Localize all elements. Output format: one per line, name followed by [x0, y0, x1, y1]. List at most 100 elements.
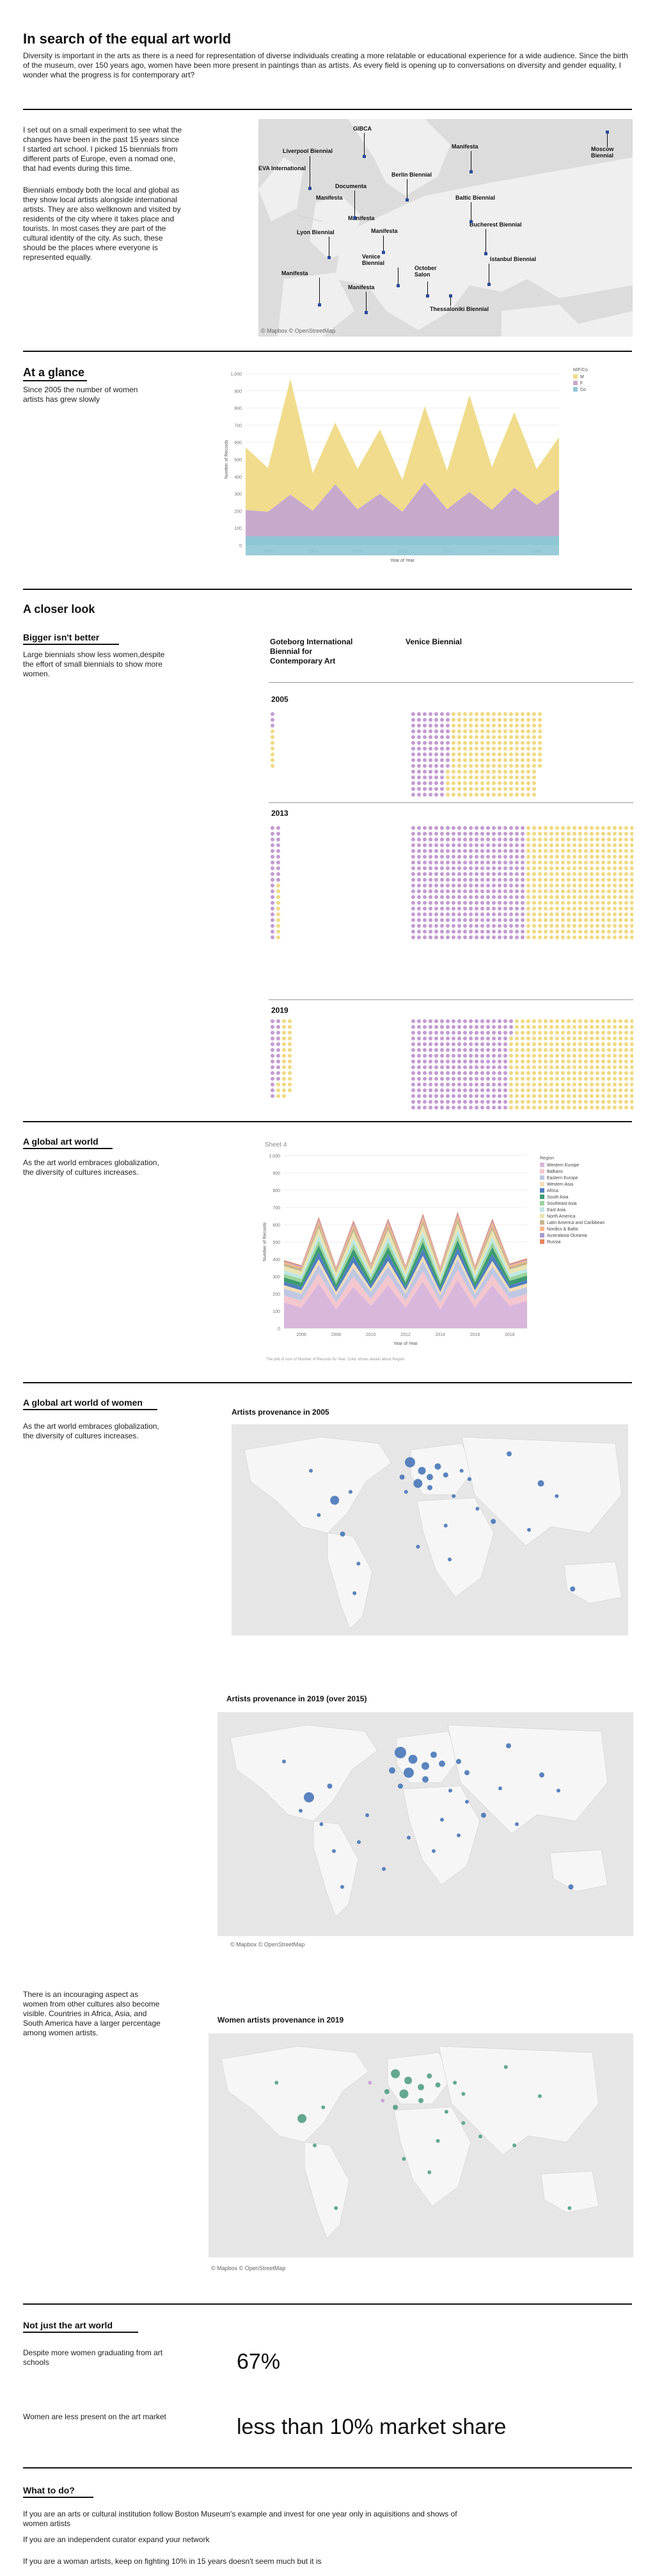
dot-male	[555, 1019, 559, 1023]
dot-female	[463, 872, 467, 876]
biennial-pin[interactable]	[353, 216, 356, 219]
biennial-pin[interactable]	[318, 303, 321, 306]
provenance-bubble	[304, 1792, 314, 1802]
dot-male	[276, 901, 280, 905]
dot-female	[452, 935, 455, 939]
dot-female	[486, 1106, 490, 1109]
dot-female	[446, 878, 450, 882]
biennial-pin[interactable]	[363, 155, 366, 158]
dot-male	[596, 838, 599, 841]
dot-female	[417, 1031, 421, 1035]
biennial-pin[interactable]	[365, 311, 368, 314]
dot-male	[607, 1060, 611, 1063]
world-map-2005[interactable]	[232, 1424, 628, 1635]
dot-male	[515, 1019, 519, 1023]
dot-male	[282, 1083, 286, 1086]
dot-female	[475, 918, 478, 922]
dot-female	[521, 895, 525, 899]
women-text: As the art world embraces globalization,…	[23, 1422, 159, 1440]
section-divider	[23, 351, 632, 352]
dot-male	[503, 781, 507, 785]
dot-female	[503, 930, 507, 934]
dot-female	[486, 861, 490, 864]
dot-female	[452, 843, 455, 847]
world-map-women-2019[interactable]	[209, 2033, 633, 2257]
dot-male	[463, 752, 467, 756]
dot-female	[429, 849, 432, 853]
dot-male	[590, 838, 594, 841]
world-map-2019[interactable]	[217, 1712, 633, 1936]
dot-female	[429, 930, 432, 934]
dot-male	[526, 855, 530, 859]
dot-male	[549, 1054, 553, 1058]
dot-male	[463, 758, 467, 762]
provenance-bubble	[567, 2206, 572, 2210]
dot-male	[521, 724, 525, 727]
biennial-pin[interactable]	[487, 283, 491, 286]
dot-female	[423, 1025, 427, 1029]
dot-male	[492, 729, 496, 733]
dot-female	[509, 907, 513, 910]
dot-male	[469, 729, 473, 733]
dot-male	[538, 1065, 542, 1069]
dot-male	[532, 1100, 536, 1104]
dot-male	[555, 1025, 559, 1029]
map-landmass	[549, 1849, 608, 1892]
biennial-pin[interactable]	[308, 187, 312, 190]
dot-male	[619, 1077, 622, 1081]
dot-female	[475, 1019, 478, 1023]
dot-female	[440, 752, 444, 756]
dot-male	[509, 1094, 513, 1098]
dot-male	[469, 724, 473, 727]
dot-female	[411, 758, 415, 762]
dot-male	[572, 838, 576, 841]
dot-female	[429, 1031, 432, 1035]
dot-male	[590, 1048, 594, 1052]
dot-female	[271, 1071, 274, 1075]
europe-map[interactable]: GIBCA Liverpool Biennial EVA Internation…	[258, 119, 633, 337]
dot-male	[630, 1054, 633, 1058]
dot-male	[538, 912, 542, 916]
dot-male	[596, 1060, 599, 1063]
dot-female	[434, 781, 438, 785]
biennial-pin[interactable]	[484, 252, 487, 255]
dot-female	[486, 895, 490, 899]
dot-male	[578, 855, 582, 859]
biennial-pin[interactable]	[449, 294, 452, 298]
dot-female	[423, 787, 427, 791]
dot-male	[630, 935, 633, 939]
dot-female	[417, 895, 421, 899]
dot-female	[434, 843, 438, 847]
dot-male	[544, 1060, 548, 1063]
biennial-pin[interactable]	[382, 251, 385, 254]
biennial-pin[interactable]	[470, 170, 473, 173]
dot-female	[434, 1071, 438, 1075]
dot-female	[486, 866, 490, 870]
biennial-pin[interactable]	[328, 256, 331, 259]
dot-female	[446, 866, 450, 870]
biennial-pin[interactable]	[426, 294, 429, 298]
dot-female	[469, 855, 473, 859]
map-landmass	[221, 2046, 369, 2143]
dot-male	[607, 1100, 611, 1104]
dot-female	[429, 1060, 432, 1063]
dot-male	[463, 787, 467, 791]
biennial-pin[interactable]	[406, 198, 409, 202]
dot-male	[613, 861, 617, 864]
region-area-chart[interactable]: Sheet 401002003004005006007008009001,000…	[258, 1136, 633, 1367]
dot-male	[526, 1077, 530, 1081]
dot-male	[596, 912, 599, 916]
map-landmass	[402, 1785, 480, 1886]
biennial-pin[interactable]	[606, 131, 609, 134]
dot-female	[480, 849, 484, 853]
dot-female	[486, 843, 490, 847]
dot-female	[411, 1100, 415, 1104]
biennial-pin[interactable]	[470, 220, 473, 223]
dot-male	[555, 843, 559, 847]
dot-female	[423, 1100, 427, 1104]
provenance-bubble	[556, 1788, 560, 1793]
dot-female	[452, 1071, 455, 1075]
biennial-pin[interactable]	[397, 284, 400, 287]
women-men-area-chart[interactable]: 01002003004005006007008009001,0002006200…	[217, 363, 633, 575]
dot-male	[572, 918, 576, 922]
